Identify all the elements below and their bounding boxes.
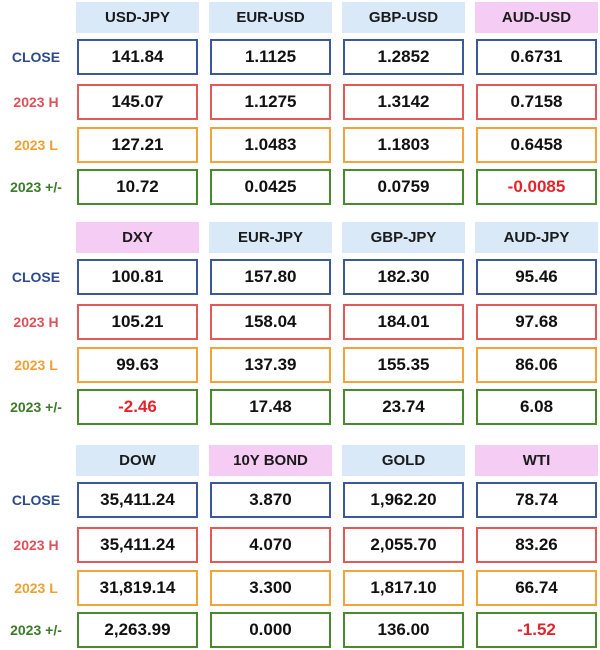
- table-block-2: DXY EUR-JPY GBP-JPY AUD-JPY CLOSE 100.81 157.8…: [0, 220, 600, 425]
- table-cell: 141.84: [77, 39, 198, 75]
- table-cell: 1.3142: [343, 84, 464, 120]
- table-cell: 23.74: [343, 389, 464, 425]
- table-cell: -2.46: [77, 389, 198, 425]
- table-cell: 10.72: [77, 169, 198, 205]
- table-cell: 95.46: [476, 259, 597, 295]
- table-cell: 1,817.10: [343, 570, 464, 606]
- table-cell: 31,819.14: [77, 570, 198, 606]
- table-cell: 1.2852: [343, 39, 464, 75]
- column-header: GBP-USD: [342, 2, 465, 33]
- table-cell: 127.21: [77, 127, 198, 163]
- table-cell: 66.74: [476, 570, 597, 606]
- table-cell: 35,411.24: [77, 527, 198, 563]
- column-header: EUR-USD: [209, 2, 332, 33]
- row-label: 2023 H: [13, 94, 59, 110]
- table-cell: 3.300: [210, 570, 331, 606]
- table-cell: -1.52: [476, 612, 597, 648]
- row-label: 2023 +/-: [10, 179, 62, 195]
- column-header: DXY: [76, 222, 199, 253]
- table-cell: 86.06: [476, 347, 597, 383]
- table-cell: 105.21: [77, 304, 198, 340]
- column-header: AUD-JPY: [475, 222, 598, 253]
- table-cell: 0.000: [210, 612, 331, 648]
- table-cell: 137.39: [210, 347, 331, 383]
- table-cell: 158.04: [210, 304, 331, 340]
- table-cell: 35,411.24: [77, 482, 198, 518]
- table-cell: 1.1125: [210, 39, 331, 75]
- column-header: DOW: [76, 445, 199, 476]
- row-label: CLOSE: [11, 49, 61, 65]
- table-cell: -0.0085: [476, 169, 597, 205]
- row-label: 2023 H: [13, 537, 59, 553]
- table-cell: 0.0759: [343, 169, 464, 205]
- table-cell: 184.01: [343, 304, 464, 340]
- table-cell: 157.80: [210, 259, 331, 295]
- table-cell: 0.7158: [476, 84, 597, 120]
- column-header: WTI: [475, 445, 598, 476]
- row-label: 2023 +/-: [10, 622, 62, 638]
- table-cell: 145.07: [77, 84, 198, 120]
- table-cell: 0.0425: [210, 169, 331, 205]
- row-label: CLOSE: [11, 492, 61, 508]
- table-cell: 6.08: [476, 389, 597, 425]
- table-block-1: USD-JPY EUR-USD GBP-USD AUD-USD CLOSE 141.84 1…: [0, 0, 600, 205]
- row-label: 2023 H: [13, 314, 59, 330]
- table-cell: 99.63: [77, 347, 198, 383]
- table-cell: 2,263.99: [77, 612, 198, 648]
- table-cell: 1,962.20: [343, 482, 464, 518]
- table-cell: 97.68: [476, 304, 597, 340]
- table-cell: 100.81: [77, 259, 198, 295]
- column-header: GOLD: [342, 445, 465, 476]
- table-cell: 17.48: [210, 389, 331, 425]
- table-cell: 1.0483: [210, 127, 331, 163]
- table-cell: 136.00: [343, 612, 464, 648]
- row-label: 2023 L: [14, 357, 58, 373]
- row-label: 2023 L: [14, 580, 58, 596]
- table-cell: 1.1275: [210, 84, 331, 120]
- table-cell: 0.6731: [476, 39, 597, 75]
- table-cell: 1.1803: [343, 127, 464, 163]
- column-header: 10Y BOND: [209, 445, 332, 476]
- column-header: GBP-JPY: [342, 222, 465, 253]
- table-cell: 83.26: [476, 527, 597, 563]
- column-header: EUR-JPY: [209, 222, 332, 253]
- table-block-3: DOW 10Y BOND GOLD WTI CLOSE 35,411.24 3.870 1,9…: [0, 443, 600, 648]
- column-header: AUD-USD: [475, 2, 598, 33]
- table-cell: 182.30: [343, 259, 464, 295]
- table-cell: 2,055.70: [343, 527, 464, 563]
- table-cell: 155.35: [343, 347, 464, 383]
- row-label: CLOSE: [11, 269, 61, 285]
- table-cell: 3.870: [210, 482, 331, 518]
- table-cell: 0.6458: [476, 127, 597, 163]
- table-cell: 4.070: [210, 527, 331, 563]
- row-label: 2023 L: [14, 137, 58, 153]
- row-label: 2023 +/-: [10, 399, 62, 415]
- table-cell: 78.74: [476, 482, 597, 518]
- column-header: USD-JPY: [76, 2, 199, 33]
